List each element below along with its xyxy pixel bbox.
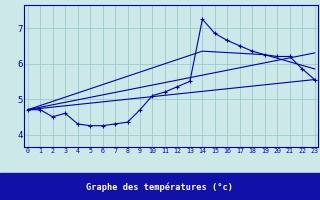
Text: Graphe des températures (°c): Graphe des températures (°c) — [86, 182, 234, 192]
